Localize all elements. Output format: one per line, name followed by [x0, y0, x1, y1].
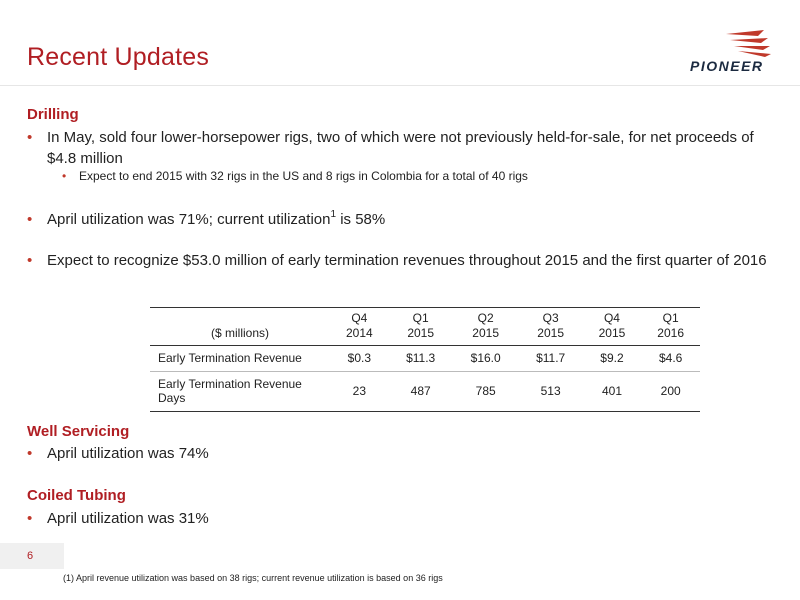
- table-header-row: ($ millions) Q4 2014 Q1 2015 Q2 2015 Q3 2015…: [150, 307, 700, 346]
- title-divider: [0, 85, 800, 86]
- footnote-marker: 1: [330, 209, 337, 220]
- row-label: Early Termination Revenue Days: [150, 371, 330, 412]
- table-cell: 200: [641, 371, 700, 412]
- table-cell: 401: [582, 371, 642, 412]
- drilling-sub-bullet-rig-count: Expect to end 2015 with 32 rigs in the U…: [62, 168, 528, 184]
- table-cell: 785: [452, 371, 519, 412]
- table-cell: $16.0: [452, 345, 519, 372]
- drilling-bullet-early-termination: Expect to recognize $53.0 million of ear…: [27, 250, 767, 271]
- column-header: Q1 2016: [641, 307, 700, 346]
- page-number-box: [0, 543, 64, 569]
- page-title: Recent Updates: [27, 43, 210, 71]
- drilling-bullet-utilization: April utilization was 71%; current utili…: [27, 209, 767, 230]
- table-cell: 513: [518, 371, 583, 412]
- footnote: (1) April revenue utilization was based …: [63, 573, 443, 583]
- column-header: Q1 2015: [388, 307, 453, 346]
- well-servicing-heading: Well Servicing: [27, 423, 130, 440]
- coiled-tubing-bullet: April utilization was 31%: [27, 508, 767, 529]
- table-row: Early Termination Revenue Days 23 487 78…: [150, 371, 700, 412]
- column-header: Q2 2015: [452, 307, 519, 346]
- logo-swoosh-icon: [726, 30, 771, 57]
- table-row: Early Termination Revenue $0.3 $11.3 $16…: [150, 345, 700, 372]
- utilization-text: April utilization was 71%; current utili…: [47, 211, 331, 228]
- pioneer-logo: PIONEER: [690, 30, 800, 78]
- row-label: Early Termination Revenue: [150, 345, 330, 372]
- logo-wordmark: PIONEER: [690, 58, 764, 74]
- utilization-text-end: is 58%: [336, 211, 386, 228]
- table-cell: $9.2: [582, 345, 642, 372]
- table-cell: $0.3: [330, 345, 389, 372]
- well-servicing-bullet: April utilization was 74%: [27, 443, 767, 464]
- drilling-heading: Drilling: [27, 106, 79, 123]
- drilling-bullet-rig-sale: In May, sold four lower-horsepower rigs,…: [27, 127, 767, 169]
- column-header: Q4 2015: [582, 307, 642, 346]
- table-cell: $4.6: [641, 345, 700, 372]
- early-termination-table: ($ millions) Q4 2014 Q1 2015 Q2 2015 Q3 2015…: [150, 307, 700, 412]
- table-cell: $11.7: [518, 345, 583, 372]
- column-header: Q4 2014: [330, 307, 389, 346]
- page-number: 6: [27, 550, 34, 562]
- column-header: Q3 2015: [518, 307, 583, 346]
- table-cell: 23: [330, 371, 389, 412]
- table-cell: 487: [388, 371, 453, 412]
- table-cell: $11.3: [388, 345, 453, 372]
- coiled-tubing-heading: Coiled Tubing: [27, 487, 126, 504]
- table-unit-label: ($ millions): [150, 307, 330, 346]
